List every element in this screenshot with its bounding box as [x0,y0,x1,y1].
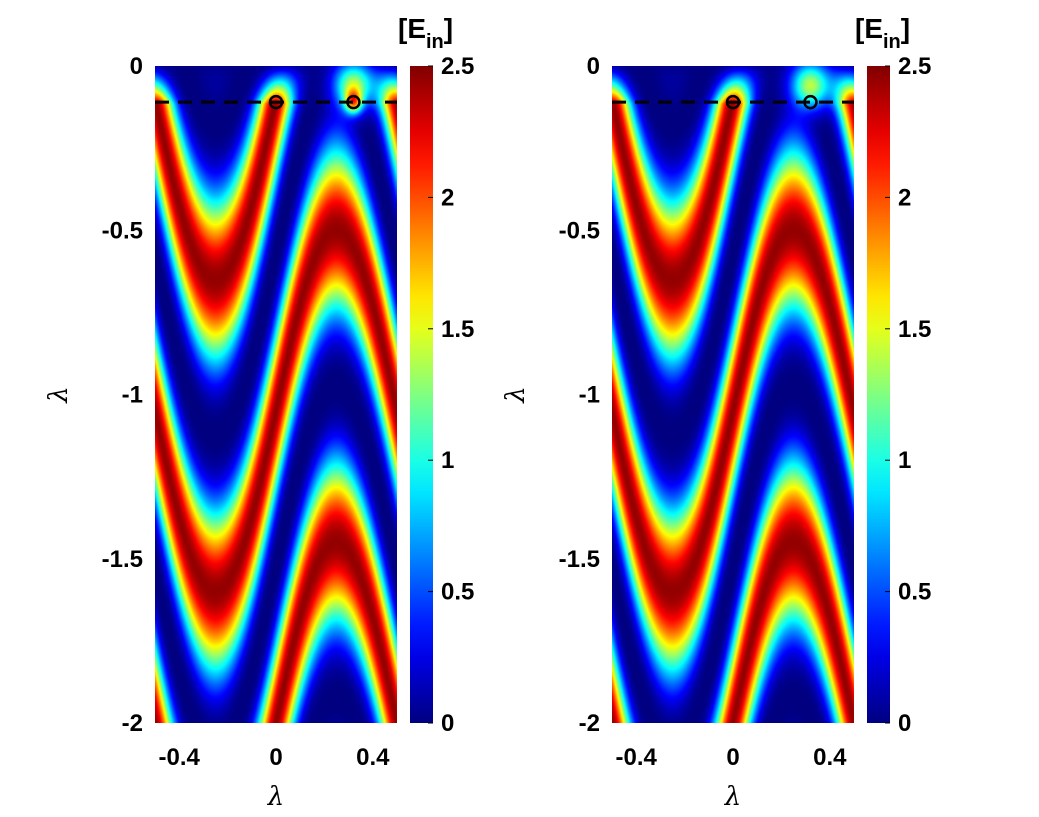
y-tick-label: -1 [122,382,143,409]
colorbar-tick-label: 2.5 [898,53,931,80]
colorbar-tick-label: 2 [898,184,911,211]
y-tick-label: 0 [130,53,143,80]
y-tick-label: -0.5 [102,217,143,244]
marker-0 [725,94,741,110]
x-tick-label: 0.4 [813,744,847,771]
y-tick-label: -1.5 [559,546,600,573]
colorbar-tick-label: 1.5 [441,316,474,343]
x-axis-label: λ [724,782,741,812]
colorbar-title: [Ein] [398,13,453,53]
right-heatmap-panel: 0 -0.5 -1 -1.5 -2 -0.4 0 0.4 λ λ 0 0.5 1 1.5 2 2.5[Ein] [501,13,931,812]
y-axis-label: λ [44,386,74,403]
y-tick-label: -2 [122,710,143,737]
x-tick-label: 0 [269,744,282,771]
heatmap-image [155,66,397,723]
left-heatmap-panel: 0 -0.5 -1 -1.5 -2 -0.4 0 0.4 λ λ 0 0.5 1 1.5 2 2.5[Ein] [44,13,474,812]
x-tick-label: -0.4 [159,744,201,771]
colorbar-tick-label: 1 [441,447,454,474]
x-tick-label: 0 [726,744,739,771]
colorbar-tick-label: 0.5 [441,579,474,606]
heatmap-image [612,66,854,723]
y-tick-label: -2 [579,710,600,737]
marker-0 [268,94,284,110]
y-tick-label: -1 [579,382,600,409]
colorbar [867,66,890,723]
x-tick-label: 0.4 [356,744,390,771]
colorbar-tick-label: 1 [898,447,911,474]
y-tick-label: -0.5 [559,217,600,244]
colorbar [410,66,433,723]
x-axis-label: λ [267,782,284,812]
marker-1 [346,94,361,110]
colorbar-tick-label: 0.5 [898,579,931,606]
colorbar-tick-label: 0 [441,710,454,737]
colorbar-tick-label: 2 [441,184,454,211]
y-tick-label: 0 [587,53,600,80]
x-tick-label: -0.4 [616,744,658,771]
colorbar-title: [Ein] [855,13,910,53]
y-axis-label: λ [501,386,531,403]
colorbar-tick-label: 0 [898,710,911,737]
colorbar-tick-label: 1.5 [898,316,931,343]
y-tick-label: -1.5 [102,546,143,573]
marker-1 [803,94,818,110]
colorbar-tick-label: 2.5 [441,53,474,80]
